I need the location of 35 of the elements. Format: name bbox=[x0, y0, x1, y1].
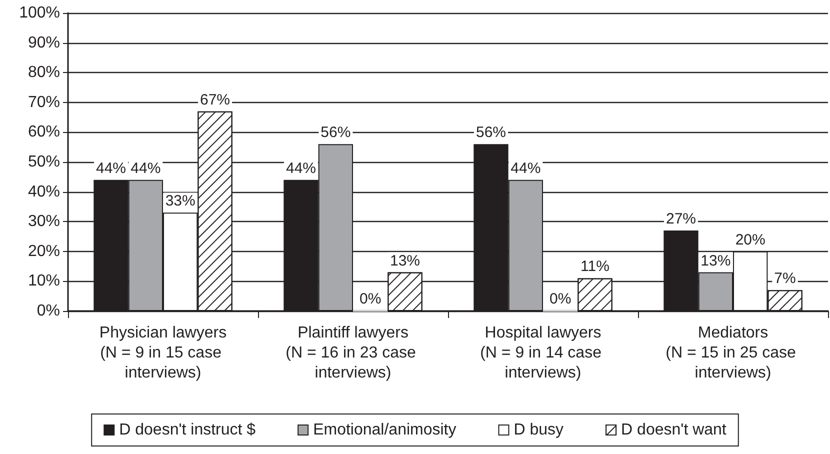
y-tick-label: 100% bbox=[19, 4, 60, 22]
legend-label: D busy bbox=[514, 422, 564, 438]
x-tick-label: Physician lawyers (N = 9 in 15 case interviews) bbox=[99, 324, 227, 382]
data-label: 44% bbox=[96, 160, 126, 177]
y-tick-label: 80% bbox=[28, 64, 60, 82]
y-tick-label: 60% bbox=[28, 124, 60, 141]
data-label: 44% bbox=[510, 160, 541, 177]
y-tick-label: 10% bbox=[28, 272, 60, 290]
y-tick-label: 30% bbox=[28, 213, 60, 230]
data-label: 56% bbox=[476, 124, 506, 142]
data-label: 13% bbox=[390, 252, 420, 270]
legend-label: D doesn't want bbox=[621, 422, 727, 438]
data-label: 20% bbox=[735, 231, 766, 248]
data-label: 0% bbox=[359, 290, 382, 308]
data-label: 33% bbox=[165, 192, 196, 210]
y-tick-label: 0% bbox=[36, 302, 60, 320]
legend-label: D doesn't instruct $ bbox=[119, 422, 256, 438]
legend-label: Emotional/animosity bbox=[313, 422, 456, 438]
data-label: 67% bbox=[200, 91, 230, 108]
y-tick-label: 40% bbox=[28, 183, 60, 200]
y-tick-label: 20% bbox=[28, 242, 60, 260]
data-label: 56% bbox=[320, 124, 351, 142]
data-label: 7% bbox=[774, 270, 796, 288]
data-label: 27% bbox=[666, 210, 696, 228]
y-tick-label: 70% bbox=[28, 94, 60, 111]
data-label: 44% bbox=[286, 160, 316, 177]
x-tick-label: Hospital lawyers (N = 9 in 14 case interviews) bbox=[480, 324, 606, 382]
data-label: 13% bbox=[700, 252, 731, 270]
x-tick-label: Mediators (N = 15 in 25 case interviews) bbox=[666, 324, 800, 382]
data-label: 11% bbox=[580, 258, 610, 276]
y-tick-label: 90% bbox=[28, 34, 60, 52]
x-tick-label: Plaintiff lawyers (N = 16 in 23 case interviews) bbox=[286, 324, 420, 382]
y-tick-label: 50% bbox=[28, 154, 60, 170]
data-label: 0% bbox=[549, 290, 572, 308]
data-label: 44% bbox=[130, 160, 161, 177]
